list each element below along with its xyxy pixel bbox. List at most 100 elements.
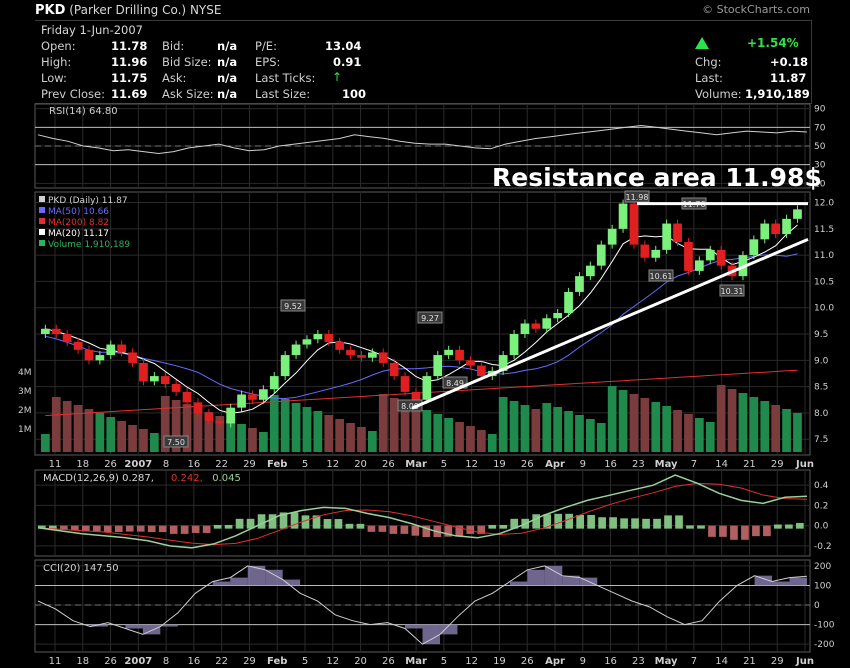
cci-tick-label: 0 (814, 601, 820, 611)
price-tick-label: 9.5 (814, 330, 828, 340)
macd-histogram-bar (686, 525, 694, 529)
macd-histogram-bar (730, 525, 738, 540)
macd-line (37, 474, 808, 549)
bottom-x-axis-label: 29 (243, 656, 256, 667)
cci-fill (422, 624, 440, 645)
quote-lastsize-value: 100 (342, 87, 367, 101)
volume-bar (596, 423, 606, 452)
macd-histogram-bar (708, 525, 716, 537)
macd-legend-entry: 0.242, (171, 473, 203, 484)
price-annotation-box (417, 311, 443, 324)
x-axis-label: 2007 (124, 459, 152, 470)
quote-high-value: 11.96 (111, 55, 148, 69)
x-axis-label: 12 (465, 459, 478, 470)
volume-bar (705, 422, 715, 452)
x-axis-label: May (655, 459, 678, 470)
bottom-x-axis-label: 26 (382, 656, 395, 667)
volume-bar (95, 413, 105, 452)
bottom-x-axis-label: 16 (188, 656, 201, 667)
price-annotation-box (280, 299, 306, 312)
bottom-x-axis-label: 19 (493, 656, 506, 667)
macd-histogram-bar (246, 518, 255, 529)
cci-fill (562, 575, 580, 586)
macd-histogram-bar (224, 524, 233, 529)
x-axis-label: 21 (743, 459, 756, 470)
quote-bid-value: n/a (217, 39, 238, 53)
candle-body (280, 355, 290, 377)
macd-histogram-bar (389, 525, 398, 534)
candle-body (117, 344, 127, 353)
x-axis-label: Jun (795, 459, 814, 470)
quote-prevclose-value: 11.69 (111, 87, 148, 101)
candle-body (41, 328, 50, 335)
candle-body (73, 341, 83, 350)
macd-histogram-bar (48, 525, 57, 529)
candle-body (204, 412, 214, 421)
macd-legend-entry: 0.045 (212, 473, 241, 484)
volume-bar (357, 427, 366, 452)
macd-histogram-bar (400, 525, 409, 534)
candle-body (269, 376, 279, 390)
quote-bidsize-value: n/a (217, 55, 238, 69)
price-annotation-box (442, 376, 468, 389)
bottom-x-axis-label: 21 (743, 656, 756, 667)
macd-histogram-bar (59, 525, 68, 531)
macd-histogram-bar (488, 524, 497, 529)
bottom-x-axis-label: 20 (354, 656, 367, 667)
cci-fill (142, 624, 161, 635)
bottom-x-axis-label: 18 (76, 656, 89, 667)
candle-body (760, 223, 770, 240)
candle-body (542, 318, 552, 329)
macd-tick-label: 0.0 (814, 522, 829, 532)
macd-histogram-bar (169, 525, 178, 534)
bottom-x-axis-label: Feb (267, 656, 287, 667)
volume-bar (84, 409, 94, 452)
candle-body (477, 365, 486, 377)
bottom-x-axis-label: 12 (465, 656, 478, 667)
candle-body (259, 389, 268, 400)
candle-body (95, 355, 105, 361)
price-annotation-label: 7.50 (167, 438, 185, 447)
candle-body (564, 291, 573, 313)
bottom-x-axis-label: Apr (545, 656, 565, 667)
macd-histogram-bar (180, 525, 189, 534)
volume-bar (368, 431, 377, 452)
macd-histogram-bar (103, 525, 112, 533)
bottom-x-axis-label: 5 (302, 656, 308, 667)
candle-body (640, 244, 650, 258)
x-axis-label: 19 (493, 459, 506, 470)
quote-ask-label: Ask: (162, 71, 187, 85)
macd-histogram-bar (92, 525, 101, 532)
volume-bar (139, 429, 148, 452)
volume-bar (117, 421, 127, 452)
macd-histogram-bar (136, 525, 145, 532)
macd-histogram-bar (763, 525, 771, 537)
quote-pe-label: P/E: (255, 39, 277, 53)
candle-body (618, 203, 628, 229)
bottom-x-axis-label: 26 (104, 656, 117, 667)
candle-body (313, 334, 323, 340)
price-tick-label: 10.5 (814, 277, 834, 287)
quote-open: Open: (41, 39, 76, 53)
macd-histogram-bar (543, 514, 552, 529)
macd-panel-frame (34, 469, 811, 557)
candle-body (509, 334, 519, 356)
quote-chg-label: Chg: (695, 55, 722, 69)
volume-bar (411, 406, 421, 452)
bottom-x-axis-label: 7 (691, 656, 697, 667)
candle-body (160, 376, 170, 384)
x-axis-label: Mar (405, 459, 427, 470)
macd-tick-label: 0.4 (814, 481, 829, 491)
volume-bar (324, 415, 334, 452)
volume-bar (640, 398, 650, 452)
volume-bar (749, 397, 759, 452)
candle-body (139, 362, 148, 382)
macd-histogram-bar (301, 515, 310, 529)
quote-last-value: 11.87 (770, 71, 807, 85)
volume-bar (553, 407, 563, 452)
quote-bid-label: Bid: (162, 39, 185, 53)
candle-body (368, 352, 377, 358)
volume-bar (204, 412, 214, 452)
bottom-x-axis-label: 26 (521, 656, 534, 667)
